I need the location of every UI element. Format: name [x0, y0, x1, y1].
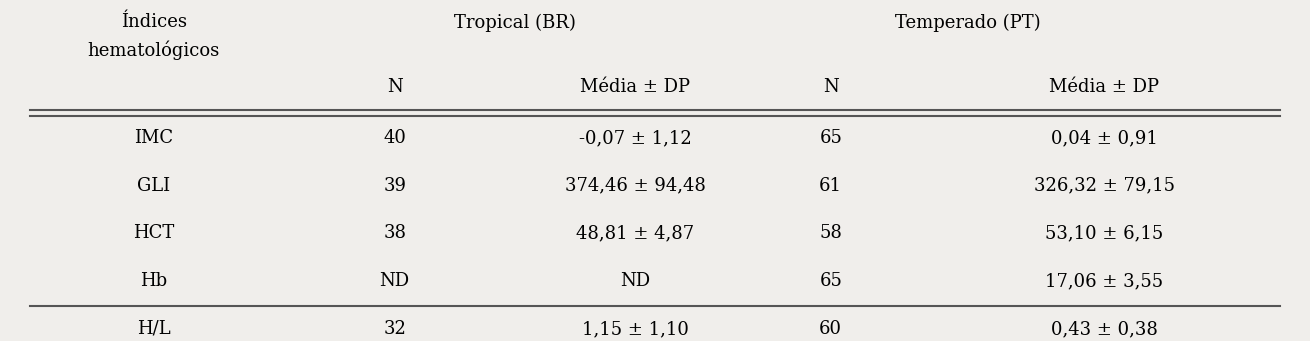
Text: Hb: Hb [140, 272, 168, 290]
Text: 17,06 ± 3,55: 17,06 ± 3,55 [1045, 272, 1163, 290]
Text: N: N [386, 78, 402, 96]
Text: 374,46 ± 94,48: 374,46 ± 94,48 [565, 177, 706, 195]
Text: 60: 60 [819, 320, 842, 338]
Text: Índices
hematológicos: Índices hematológicos [88, 13, 220, 60]
Text: GLI: GLI [138, 177, 170, 195]
Text: 326,32 ± 79,15: 326,32 ± 79,15 [1034, 177, 1175, 195]
Text: 1,15 ± 1,10: 1,15 ± 1,10 [582, 320, 689, 338]
Text: 53,10 ± 6,15: 53,10 ± 6,15 [1045, 224, 1163, 242]
Text: 58: 58 [819, 224, 842, 242]
Text: ND: ND [380, 272, 410, 290]
Text: IMC: IMC [135, 129, 173, 147]
Text: Média ± DP: Média ± DP [580, 78, 690, 96]
Text: 61: 61 [819, 177, 842, 195]
Text: Média ± DP: Média ± DP [1049, 78, 1159, 96]
Text: 0,04 ± 0,91: 0,04 ± 0,91 [1051, 129, 1158, 147]
Text: 48,81 ± 4,87: 48,81 ± 4,87 [576, 224, 694, 242]
Text: H/L: H/L [138, 320, 170, 338]
Text: ND: ND [621, 272, 651, 290]
Text: N: N [823, 78, 838, 96]
Text: 40: 40 [384, 129, 406, 147]
Text: 0,43 ± 0,38: 0,43 ± 0,38 [1051, 320, 1158, 338]
Text: 65: 65 [819, 272, 842, 290]
Text: HCT: HCT [134, 224, 174, 242]
Text: 32: 32 [384, 320, 406, 338]
Text: Tropical (BR): Tropical (BR) [455, 13, 576, 32]
Text: 39: 39 [383, 177, 406, 195]
Text: Temperado (PT): Temperado (PT) [895, 13, 1040, 32]
Text: 65: 65 [819, 129, 842, 147]
Text: -0,07 ± 1,12: -0,07 ± 1,12 [579, 129, 692, 147]
Text: 38: 38 [383, 224, 406, 242]
